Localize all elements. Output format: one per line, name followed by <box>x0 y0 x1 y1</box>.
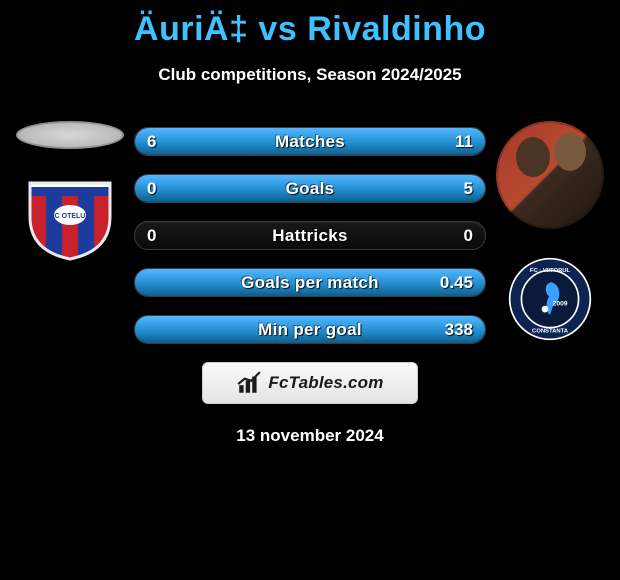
left-column: FC OTELUL <box>10 121 130 261</box>
page-title: ÄuriÄ‡ vs Rivaldinho <box>134 10 486 49</box>
stat-label: Goals <box>286 179 335 199</box>
stat-value-left: 0 <box>147 179 156 199</box>
stat-label: Goals per match <box>241 273 379 293</box>
svg-text:FC OTELUL: FC OTELUL <box>50 213 90 220</box>
svg-text:2009: 2009 <box>553 301 568 308</box>
stat-row-hattricks: 0 Hattricks 0 <box>134 221 486 250</box>
stat-value-right: 0 <box>464 226 473 246</box>
club-badge-left: FC OTELUL <box>20 177 120 261</box>
stat-value-right: 0.45 <box>440 273 473 293</box>
date-label: 13 november 2024 <box>236 426 383 446</box>
stat-row-min-per-goal: Min per goal 338 <box>134 315 486 344</box>
stat-row-goals-per-match: Goals per match 0.45 <box>134 268 486 297</box>
player-photo-left <box>16 121 124 149</box>
player-photo-right <box>496 121 604 229</box>
source-label: FcTables.com <box>268 373 383 393</box>
stat-row-goals: 0 Goals 5 <box>134 174 486 203</box>
stat-label: Matches <box>275 132 345 152</box>
svg-text:CONSTANTA: CONSTANTA <box>532 329 569 335</box>
comparison-card: ÄuriÄ‡ vs Rivaldinho Club competitions, … <box>0 0 620 450</box>
stats-column: 6 Matches 11 0 Goals 5 0 Hattricks 0 <box>134 121 486 344</box>
stat-value-right: 5 <box>464 179 473 199</box>
stat-label: Min per goal <box>258 320 362 340</box>
svg-text:FC · VIITORUL: FC · VIITORUL <box>530 268 571 274</box>
club-badge-right: FC · VIITORUL CONSTANTA 2009 <box>500 257 600 341</box>
stat-value-right: 11 <box>455 132 473 152</box>
stat-value-left: 6 <box>147 132 156 152</box>
right-column: FC · VIITORUL CONSTANTA 2009 <box>490 121 610 341</box>
chart-icon <box>236 370 262 396</box>
stat-row-matches: 6 Matches 11 <box>134 127 486 156</box>
stat-value-left: 0 <box>147 226 156 246</box>
stat-label: Hattricks <box>272 226 347 246</box>
source-badge[interactable]: FcTables.com <box>202 362 418 404</box>
page-subtitle: Club competitions, Season 2024/2025 <box>158 65 461 85</box>
stat-value-right: 338 <box>445 320 473 340</box>
main-row: FC OTELUL 6 Matches 11 0 Goals 5 <box>0 121 620 344</box>
